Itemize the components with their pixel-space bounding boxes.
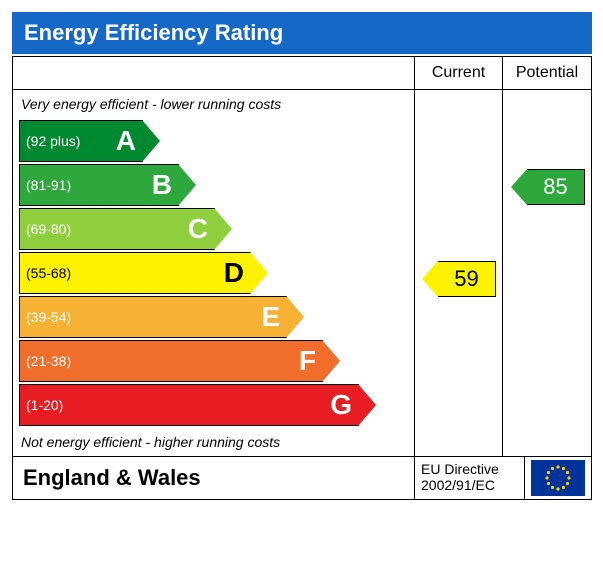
band-arrow-icon: [250, 252, 268, 294]
band-b: (81-91) B: [19, 164, 179, 206]
band-letter: D: [224, 257, 244, 289]
footer-directive-label: EU Directive: [421, 461, 518, 477]
band-c: (69-80) C: [19, 208, 215, 250]
note-top: Very energy efficient - lower running co…: [19, 94, 408, 118]
band-range: (39-54): [26, 309, 71, 325]
band-f: (21-38) F: [19, 340, 323, 382]
band-letter: F: [299, 345, 316, 377]
band-e: (39-54) E: [19, 296, 287, 338]
band-g: (1-20) G: [19, 384, 359, 426]
note-bottom: Not energy efficient - higher running co…: [19, 428, 408, 452]
bands-column: Very energy efficient - lower running co…: [13, 90, 415, 456]
footer-directive: EU Directive 2002/91/EC: [415, 457, 525, 499]
title-bar: Energy Efficiency Rating: [12, 12, 592, 54]
header-potential: Potential: [503, 57, 591, 89]
band-range: (92 plus): [26, 133, 80, 149]
band-arrow-icon: [358, 384, 376, 426]
footer-directive-code: 2002/91/EC: [421, 477, 518, 493]
band-range: (21-38): [26, 353, 71, 369]
eu-flag-icon: [525, 457, 591, 499]
header-current: Current: [415, 57, 503, 89]
current-column: 59: [415, 90, 503, 456]
band-arrow-icon: [214, 208, 232, 250]
header-spacer: [13, 57, 415, 89]
band-arrow-icon: [286, 296, 304, 338]
band-letter: C: [188, 213, 208, 245]
footer-region: England & Wales: [13, 457, 415, 499]
band-letter: B: [152, 169, 172, 201]
current-pointer: 59: [438, 261, 496, 297]
band-letter: A: [116, 125, 136, 157]
potential-pointer-value: 85: [543, 174, 567, 200]
footer-row: England & Wales EU Directive 2002/91/EC: [13, 456, 591, 499]
band-arrow-icon: [178, 164, 196, 206]
band-d: (55-68) D: [19, 252, 251, 294]
band-arrow-icon: [322, 340, 340, 382]
band-range: (55-68): [26, 265, 71, 281]
band-letter: E: [261, 301, 280, 333]
chart-container: Current Potential Very energy efficient …: [12, 56, 592, 500]
pointer-arrow-icon: [511, 169, 527, 205]
potential-pointer: 85: [527, 169, 585, 205]
band-a: (92 plus) A: [19, 120, 143, 162]
band-letter: G: [330, 389, 352, 421]
band-range: (69-80): [26, 221, 71, 237]
body-row: Very energy efficient - lower running co…: [13, 90, 591, 456]
epc-card: Energy Efficiency Rating Current Potenti…: [12, 12, 592, 500]
band-range: (1-20): [26, 397, 63, 413]
bands-container: (92 plus) A (81-91) B (69-80) C (55-68) D (39-54…: [19, 120, 408, 426]
header-row: Current Potential: [13, 57, 591, 89]
current-pointer-value: 59: [454, 266, 478, 292]
potential-column: 85: [503, 90, 591, 456]
band-range: (81-91): [26, 177, 71, 193]
pointer-arrow-icon: [422, 261, 438, 297]
band-arrow-icon: [142, 120, 160, 162]
